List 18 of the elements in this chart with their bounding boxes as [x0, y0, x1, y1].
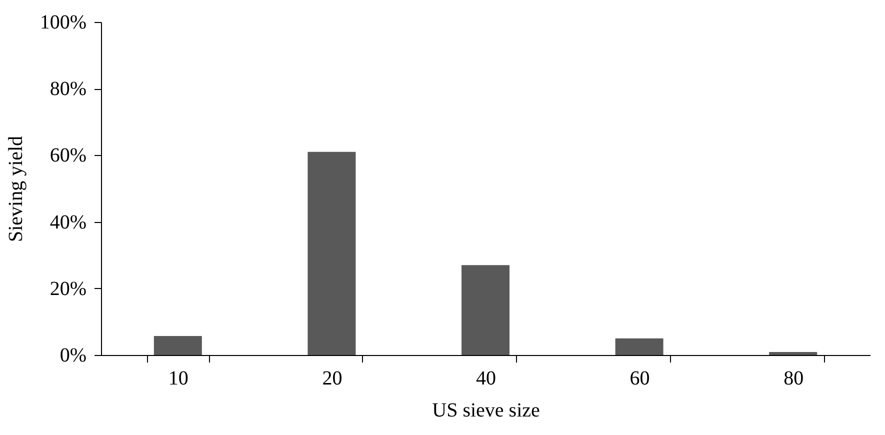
- y-tick-label: 40%: [50, 211, 86, 234]
- y-tick-label: 100%: [40, 12, 86, 34]
- bar: [308, 152, 356, 355]
- y-tick-label: 20%: [50, 278, 86, 300]
- y-axis-title: Sieving yield: [4, 136, 27, 242]
- y-tick-label: 80%: [50, 78, 86, 100]
- x-tick-label: 10: [168, 368, 188, 390]
- y-tick-label: 60%: [50, 144, 86, 167]
- x-tick-label: 40: [476, 368, 496, 390]
- bar: [154, 336, 202, 355]
- bar: [462, 265, 510, 355]
- bar: [769, 352, 818, 355]
- x-tick-label: 60: [630, 368, 650, 390]
- y-tick-label: 0%: [60, 344, 86, 366]
- x-tick-label: 20: [322, 368, 342, 390]
- bar: [615, 338, 664, 355]
- x-tick-label: 80: [784, 368, 804, 390]
- x-axis-title: US sieve size: [432, 400, 540, 422]
